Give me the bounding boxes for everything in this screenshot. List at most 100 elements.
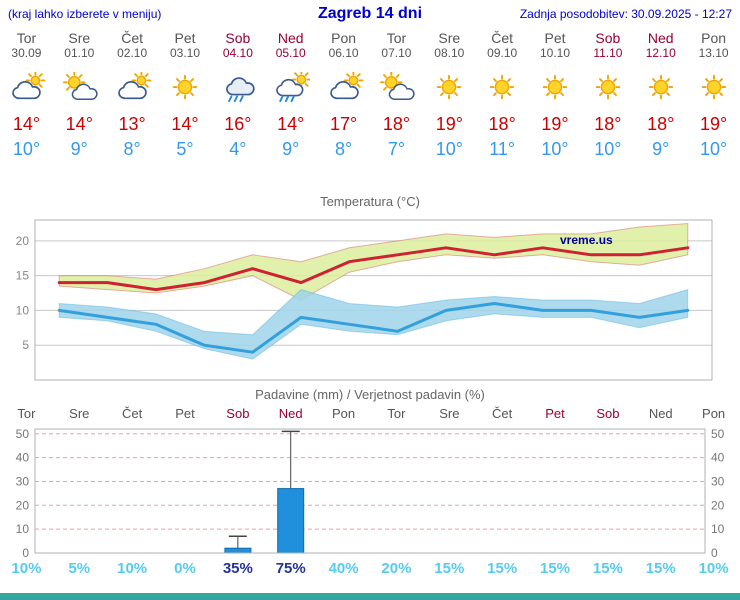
svg-text:50: 50 — [711, 427, 725, 441]
min-temperature: 10° — [12, 139, 41, 159]
day-name: Pon — [331, 30, 357, 46]
forecast-day-column[interactable]: Pon 13.10 19° 10° — [687, 30, 740, 160]
min-temperature: 9° — [282, 139, 300, 159]
day-name: Ned — [647, 30, 674, 46]
max-temperature: 14° — [12, 114, 41, 134]
min-temperature: 11° — [489, 139, 516, 159]
precipitation-chart: 0 0 10 10 20 20 30 30 40 40 50 50 — [0, 423, 740, 559]
svg-text:40: 40 — [711, 451, 725, 465]
precip-probability: 15% — [592, 560, 623, 577]
day-name: Pet — [174, 30, 196, 46]
svg-text:40: 40 — [16, 451, 30, 465]
svg-text:20: 20 — [711, 498, 725, 512]
min-temperature: 5° — [176, 139, 194, 159]
forecast-day-column[interactable]: Pet 10.10 19° 10° — [529, 30, 582, 160]
forecast-day-column[interactable]: Sob 11.10 18° 10° — [581, 30, 634, 160]
precip-day-label: Sob — [596, 406, 620, 421]
svg-text:20: 20 — [16, 234, 30, 248]
forecast-day-column[interactable]: Čet 02.10 13° 8° — [106, 30, 159, 160]
forecast-day-column[interactable]: Sob 04.10 16° 4° — [211, 30, 264, 160]
precip-probability: 15% — [645, 560, 676, 577]
precip-day-label: Sre — [439, 406, 460, 421]
precip-probability: 10% — [11, 560, 42, 577]
day-date: 06.10 — [328, 46, 359, 60]
day-date: 09.10 — [487, 46, 518, 60]
forecast-day-column[interactable]: Pon 06.10 17° 8° — [317, 30, 370, 160]
min-temperature: 4° — [229, 139, 247, 159]
day-date: 08.10 — [434, 46, 465, 60]
max-temperature: 14° — [277, 114, 305, 134]
precip-day-label: Sob — [226, 406, 250, 421]
partly-cloudy-icon — [53, 68, 106, 108]
day-date: 04.10 — [222, 46, 253, 60]
svg-text:5: 5 — [22, 338, 29, 352]
precip-day-label: Pet — [545, 406, 565, 421]
sunny-icon — [476, 68, 529, 108]
rain-sun-icon — [264, 68, 317, 108]
partly-cloudy-icon — [370, 68, 423, 108]
precip-day-labels: Tor Sre Čet Pet Sob Ned Pon Tor Sre Čet Pet Sob Ned P… — [0, 405, 740, 423]
precip-day-label: Pet — [175, 406, 195, 421]
forecast-strip: Tor 30.09 14° 10° Sre 01.10 14° 9° Čet 0… — [0, 30, 740, 160]
day-name: Pet — [544, 30, 566, 46]
precip-probability: 15% — [487, 560, 518, 577]
forecast-day-column[interactable]: Sre 01.10 14° 9° — [53, 30, 106, 160]
precip-probability: 40% — [328, 560, 359, 577]
precip-day-label: Tor — [387, 406, 406, 421]
max-temperature: 19° — [541, 114, 569, 134]
header: (kraj lahko izberete v meniju) Zagreb 14… — [0, 0, 740, 28]
sunny-icon — [159, 68, 212, 108]
svg-text:10: 10 — [16, 522, 30, 536]
precip-probability: 5% — [68, 560, 91, 577]
svg-text:10: 10 — [711, 522, 725, 536]
day-name: Tor — [16, 30, 37, 46]
forecast-day-column[interactable]: Sre 08.10 19° 10° — [423, 30, 476, 160]
sunny-icon — [687, 68, 740, 108]
precip-probability: 10% — [698, 560, 729, 577]
min-temperature: 10° — [435, 139, 463, 159]
day-name: Sob — [595, 30, 621, 46]
max-temperature: 19° — [435, 114, 463, 134]
day-date: 12.10 — [645, 46, 676, 60]
forecast-day-column[interactable]: Pet 03.10 14° 5° — [159, 30, 212, 160]
day-date: 05.10 — [275, 46, 306, 60]
day-name: Tor — [386, 30, 407, 46]
svg-text:15: 15 — [16, 269, 30, 283]
sun-behind-cloud-icon — [317, 68, 370, 108]
footer-bar — [0, 593, 740, 600]
sunny-icon — [529, 68, 582, 108]
last-update-text: Zadnja posodobitev: 30.09.2025 - 12:27 — [519, 7, 732, 21]
svg-text:30: 30 — [16, 474, 30, 488]
sunny-icon — [581, 68, 634, 108]
max-temperature: 16° — [224, 114, 252, 134]
precip-probability: 35% — [222, 560, 253, 577]
sunny-icon — [634, 68, 687, 108]
precip-bar — [277, 488, 305, 554]
precip-day-label: Čet — [492, 406, 513, 421]
forecast-day-column[interactable]: Tor 30.09 14° 10° — [0, 30, 53, 160]
min-temperature: 8° — [123, 139, 141, 159]
precip-bar — [224, 547, 252, 554]
svg-text:50: 50 — [16, 427, 30, 441]
precip-probability: 75% — [275, 560, 306, 577]
precip-day-label: Sre — [69, 406, 90, 421]
day-name: Čet — [491, 30, 514, 46]
precip-day-label: Pon — [332, 406, 356, 421]
precip-day-label: Pon — [702, 406, 726, 421]
page-title: Zagreb 14 dni — [317, 5, 423, 22]
svg-text:10: 10 — [16, 303, 30, 317]
forecast-day-column[interactable]: Ned 12.10 18° 9° — [634, 30, 687, 160]
day-date: 13.10 — [698, 46, 729, 60]
forecast-day-column[interactable]: Ned 05.10 14° 9° — [264, 30, 317, 160]
max-temperature: 17° — [329, 114, 358, 134]
max-temperature: 18° — [647, 114, 675, 134]
day-date: 03.10 — [169, 46, 201, 60]
min-temperature: 10° — [699, 139, 728, 159]
rain-icon — [211, 68, 264, 108]
forecast-day-column[interactable]: Tor 07.10 18° 7° — [370, 30, 423, 160]
precip-probability-row: 10% 5% 10% 0% 35% 75% 40% 20% 15% 15% 15% 15% 15% 10% — [0, 559, 740, 579]
menu-hint-text: (kraj lahko izberete v meniju) — [8, 7, 162, 21]
forecast-day-column[interactable]: Čet 09.10 18° 11° — [476, 30, 529, 160]
sun-behind-cloud-icon — [106, 68, 159, 108]
precip-probability: 15% — [540, 560, 571, 577]
